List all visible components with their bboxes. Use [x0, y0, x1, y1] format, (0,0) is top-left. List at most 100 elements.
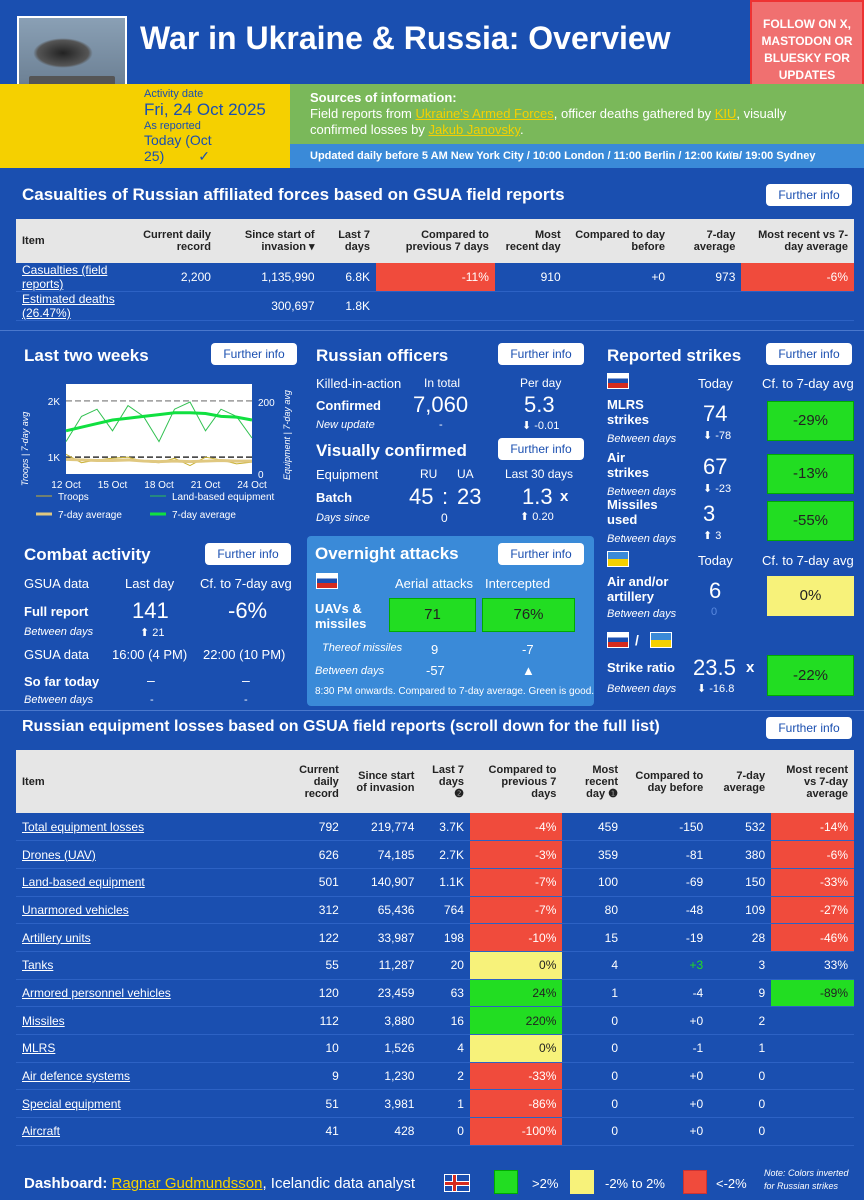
- ukraine-flag-icon: [607, 551, 629, 567]
- table-row: Total equipment losses 792 219,774 3.7K -4% 4…: [16, 813, 854, 842]
- equipment-item-link[interactable]: Land-based equipment: [22, 875, 145, 890]
- table-cell: 3: [709, 951, 772, 980]
- visual-colon: :: [442, 484, 449, 509]
- overnight-between-int: ▲: [522, 663, 535, 678]
- casualties-header: Most recent vs 7-day average: [741, 219, 854, 263]
- table-cell: [771, 1034, 854, 1063]
- officers-further-info-button[interactable]: Further info: [498, 343, 584, 365]
- table-cell: +0: [566, 263, 672, 292]
- table-cell: 2.7K: [420, 840, 470, 869]
- strikes-arty-pct: 0%: [767, 576, 854, 616]
- strikes-ratio-label: Strike ratio: [607, 660, 675, 675]
- casualties-header[interactable]: Since start of invasion ▾: [216, 219, 321, 263]
- as-reported-label: As reported: [144, 120, 201, 132]
- table-cell: -100%: [469, 1117, 563, 1146]
- strike-pct: -55%: [767, 501, 854, 541]
- table-cell: Air defence systems: [16, 1062, 276, 1091]
- table-cell: -89%: [771, 979, 854, 1008]
- src-text: Field reports from: [310, 106, 416, 121]
- table-cell: [376, 291, 495, 321]
- page-title: War in Ukraine & Russia: Overview: [140, 20, 671, 56]
- casualties-further-info-button[interactable]: Further info: [766, 184, 852, 206]
- author-link[interactable]: Ragnar Gudmundsson: [111, 1175, 263, 1192]
- src-text: , officer deaths gathered by: [553, 106, 715, 121]
- casualties-item-link[interactable]: Estimated deaths (26.47%): [22, 292, 115, 320]
- equipment-item-link[interactable]: Aircraft: [22, 1124, 61, 1139]
- table-cell: 33%: [771, 951, 854, 980]
- table-cell: 65,436: [344, 896, 421, 925]
- table-cell: -69: [624, 868, 710, 897]
- equipment-item-link[interactable]: Armored personnel vehicles: [22, 985, 171, 1000]
- table-cell: 0: [709, 1089, 772, 1119]
- table-cell: Total equipment losses: [16, 813, 276, 842]
- table-cell: 532: [709, 813, 772, 842]
- y-axis-label-right: Equipment | 7-day avg: [282, 390, 292, 480]
- iceland-flag-icon: [444, 1174, 470, 1192]
- table-cell: Unarmored vehicles: [16, 896, 276, 925]
- table-cell: Estimated deaths (26.47%): [16, 291, 131, 321]
- strikes-further-info-button[interactable]: Further info: [766, 343, 852, 365]
- table-row: Casualties (field reports) 2,200 1,135,990…: [16, 263, 854, 292]
- table-cell: 63: [420, 979, 470, 1008]
- equipment-item-link[interactable]: Missiles: [22, 1013, 65, 1028]
- equipment-item-link[interactable]: Artillery units: [22, 930, 91, 945]
- series-line: [65, 457, 252, 464]
- combat-so-far-v2: –: [242, 672, 250, 688]
- equipment-item-link[interactable]: Unarmored vehicles: [22, 902, 129, 917]
- table-cell: 2,200: [130, 263, 217, 292]
- combat-further-info-button[interactable]: Further info: [205, 543, 291, 565]
- table-cell: 0: [709, 1117, 772, 1146]
- table-row: Drones (UAV) 626 74,185 2.7K -3% 359 -81 380 -6%: [16, 840, 854, 869]
- link-kiu[interactable]: KIU: [714, 106, 737, 121]
- strike-sub: Between days: [607, 533, 677, 545]
- strike-value: 3: [703, 501, 716, 526]
- table-cell: MLRS: [16, 1034, 276, 1063]
- updated-bar: Updated daily before 5 AM New York City …: [290, 144, 864, 168]
- overnight-further-info-button[interactable]: Further info: [498, 543, 584, 565]
- table-cell: -6%: [741, 263, 854, 292]
- table-cell: +0: [624, 1117, 710, 1146]
- follow-button[interactable]: FOLLOW ON X, MASTODON OR BLUESKY FOR UPD…: [750, 0, 864, 88]
- equipment-item-link[interactable]: Total equipment losses: [22, 819, 145, 834]
- visual-ua-value: 23: [457, 484, 482, 509]
- equipment-header: Compared to day before: [624, 750, 710, 813]
- table-cell: -11%: [376, 263, 495, 292]
- link-armed-forces[interactable]: Ukraine's Armed Forces: [415, 106, 554, 121]
- strikes-ratio-pct: -22%: [767, 655, 854, 696]
- overnight-intercepted-value: 76%: [482, 598, 575, 632]
- equipment-item-link[interactable]: Air defence systems: [22, 1069, 131, 1084]
- visual-further-info-button[interactable]: Further info: [498, 438, 584, 460]
- table-cell: Artillery units: [16, 923, 276, 952]
- casualties-header: Compared to day before: [566, 219, 672, 263]
- officers-per-day-change: ⬇ -0.01: [522, 420, 560, 432]
- visual-ratio: 1.3: [522, 484, 553, 509]
- table-row: Tanks 55 11,287 20 0% 4 +3 3 33%: [16, 951, 854, 980]
- table-cell: 1.1K: [420, 868, 470, 897]
- table-row: Special equipment 51 3,981 1 -86% 0 +0 0: [16, 1089, 854, 1119]
- equipment-item-link[interactable]: Tanks: [22, 958, 54, 973]
- two-weeks-further-info-button[interactable]: Further info: [211, 343, 297, 365]
- link-janovsky[interactable]: Jakub Janovsky: [428, 122, 521, 137]
- table-cell: -7%: [469, 868, 563, 897]
- table-cell: -10%: [469, 923, 563, 952]
- ukraine-flag-icon: [650, 632, 672, 648]
- table-cell: Land-based equipment: [16, 868, 276, 897]
- equipment-item-link[interactable]: Special equipment: [22, 1096, 121, 1111]
- equipment-header: Item: [16, 750, 276, 813]
- table-cell: 16: [420, 1006, 470, 1035]
- combat-so-far-label: So far today: [24, 674, 100, 689]
- table-cell: 28: [709, 923, 772, 952]
- table-row: MLRS 10 1,526 4 0% 0 -1 1: [16, 1034, 854, 1063]
- table-cell: 0: [420, 1117, 470, 1146]
- casualties-item-link[interactable]: Casualties (field reports): [22, 263, 108, 291]
- equipment-further-info-button[interactable]: Further info: [766, 717, 852, 739]
- legend-red-swatch: [683, 1170, 707, 1194]
- legend-label: Land-based equipment: [172, 492, 275, 503]
- table-cell: 380: [709, 840, 772, 869]
- table-cell: 0: [562, 1089, 624, 1119]
- y-tick-right: 200: [258, 398, 275, 409]
- equipment-item-link[interactable]: Drones (UAV): [22, 847, 96, 862]
- combat-full-pct: -6%: [228, 598, 268, 623]
- src-text: .: [520, 122, 524, 137]
- equipment-item-link[interactable]: MLRS: [22, 1041, 56, 1056]
